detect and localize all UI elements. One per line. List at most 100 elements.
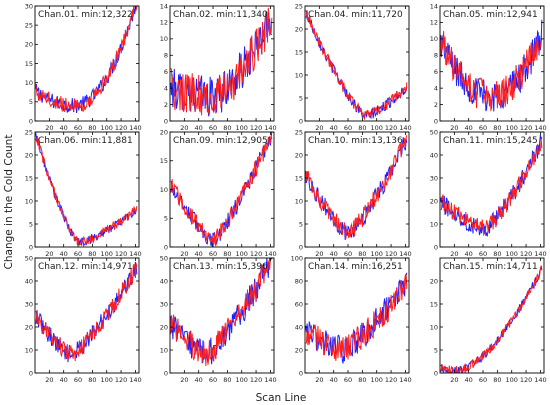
x-axis-label: Scan Line [256, 392, 307, 404]
y-tick-label: 20 [295, 346, 303, 354]
y-tick-label: 30 [160, 300, 168, 308]
chart-panel: 20 40 60 80 100 120 140 0 10 20 30 40 50 Chan.12. min… [25, 254, 142, 384]
y-tick-label: 2 [164, 101, 168, 109]
x-tick-label: 100 [101, 124, 113, 132]
x-tick-label: 40 [195, 124, 203, 132]
x-tick-label: 140 [264, 124, 276, 132]
y-tick-label: 80 [295, 277, 303, 285]
y-tick-label: 15 [430, 300, 438, 308]
x-tick-label: 120 [385, 124, 397, 132]
series-line [440, 138, 543, 237]
y-tick-label: 10 [25, 79, 33, 87]
panel-title: Chan.14. min:16,251 [308, 262, 403, 272]
panel-title: Chan.09. min:12,905 [173, 136, 268, 146]
y-tick-label: 8 [434, 52, 438, 60]
plot-frame [304, 131, 410, 248]
x-tick-label: 20 [450, 376, 458, 384]
y-tick-label: 20 [295, 151, 303, 159]
y-tick-label: 50 [25, 254, 33, 262]
x-tick-label: 80 [358, 124, 366, 132]
y-tick-label: 0 [29, 369, 33, 377]
y-tick-label: 10 [295, 197, 303, 205]
y-tick-label: 20 [295, 25, 303, 33]
y-tick-label: 25 [295, 128, 303, 136]
plot-frame [169, 5, 275, 122]
x-tick-label: 140 [129, 124, 141, 132]
x-tick-label: 20 [180, 376, 188, 384]
x-tick-label: 60 [74, 124, 82, 132]
panel-title: Chan.11. min:15,245 [443, 136, 538, 146]
x-tick-label: 60 [74, 376, 82, 384]
y-tick-label: 25 [25, 128, 33, 136]
y-tick-label: 5 [29, 220, 33, 228]
chart-panel: 20 40 60 80 100 120 140 0 2 4 6 8 10 12 14 Chan.02. min… [160, 2, 277, 132]
x-tick-label: 20 [450, 124, 458, 132]
x-tick-label: 120 [385, 250, 397, 258]
y-tick-label: 5 [299, 220, 303, 228]
y-tick-label: 12 [160, 19, 168, 27]
x-tick-label: 80 [493, 124, 501, 132]
x-tick-label: 20 [315, 250, 323, 258]
x-tick-label: 80 [223, 124, 231, 132]
y-tick-label: 5 [164, 215, 168, 223]
x-tick-label: 120 [520, 124, 532, 132]
x-tick-label: 60 [344, 124, 352, 132]
x-tick-label: 120 [385, 376, 397, 384]
x-tick-label: 120 [115, 376, 127, 384]
series-line [305, 274, 408, 361]
plot-frame [304, 5, 410, 122]
y-tick-label: 0 [299, 117, 303, 125]
series-line [440, 31, 543, 112]
plot-frame [304, 257, 410, 374]
series-line [170, 135, 273, 247]
chart-panel: 20 40 60 80 100 120 140 0 10 20 30 40 50 Chan.11. min… [430, 128, 547, 258]
x-tick-label: 80 [88, 124, 96, 132]
series-line [35, 6, 138, 113]
y-tick-label: 0 [434, 243, 438, 251]
x-tick-label: 140 [534, 250, 546, 258]
x-tick-label: 60 [479, 376, 487, 384]
x-tick-label: 40 [330, 124, 338, 132]
y-tick-label: 10 [160, 35, 168, 43]
y-tick-label: 30 [25, 2, 33, 10]
y-tick-label: 30 [25, 300, 33, 308]
y-tick-label: 15 [25, 60, 33, 68]
x-tick-label: 80 [223, 250, 231, 258]
series-line [305, 135, 408, 239]
x-tick-label: 120 [115, 124, 127, 132]
chart-panel: 20 40 60 80 100 120 140 0 5 10 15 20 25 Chan.10. min:… [295, 128, 412, 258]
panel-title: Chan.02. min:11,340 [173, 10, 268, 20]
x-tick-label: 20 [180, 124, 188, 132]
series-line [440, 266, 543, 373]
chart-panel: 20 40 60 80 100 120 140 0 5 10 15 20 25 Chan.04. min:… [295, 2, 412, 132]
y-tick-label: 15 [295, 48, 303, 56]
chart-panel: 20 40 60 80 100 120 140 0 5 10 15 20 25 30 Chan.01. mi… [25, 2, 142, 132]
series-line [170, 258, 273, 365]
y-tick-label: 15 [25, 174, 33, 182]
plot-frame [169, 257, 275, 374]
y-tick-label: 0 [434, 369, 438, 377]
x-tick-label: 120 [520, 250, 532, 258]
x-tick-label: 100 [236, 124, 248, 132]
series-line [170, 7, 273, 116]
series-line [305, 10, 408, 120]
panel-title: Chan.13. min:15,396 [173, 262, 268, 272]
y-tick-label: 20 [25, 151, 33, 159]
x-tick-label: 40 [195, 376, 203, 384]
x-tick-label: 100 [506, 250, 518, 258]
y-tick-label: 40 [25, 277, 33, 285]
chart-panel: 20 40 60 80 100 120 140 0 10 20 30 40 50 Chan.13. min… [160, 254, 277, 384]
y-tick-label: 5 [299, 94, 303, 102]
y-tick-label: 14 [430, 2, 438, 10]
series-line [170, 258, 272, 366]
series-line [35, 261, 138, 363]
y-tick-label: 50 [160, 254, 168, 262]
y-tick-label: 20 [25, 41, 33, 49]
x-tick-label: 60 [479, 124, 487, 132]
x-tick-label: 40 [60, 376, 68, 384]
x-tick-label: 20 [450, 250, 458, 258]
series-line [440, 265, 543, 373]
y-tick-label: 50 [430, 128, 438, 136]
